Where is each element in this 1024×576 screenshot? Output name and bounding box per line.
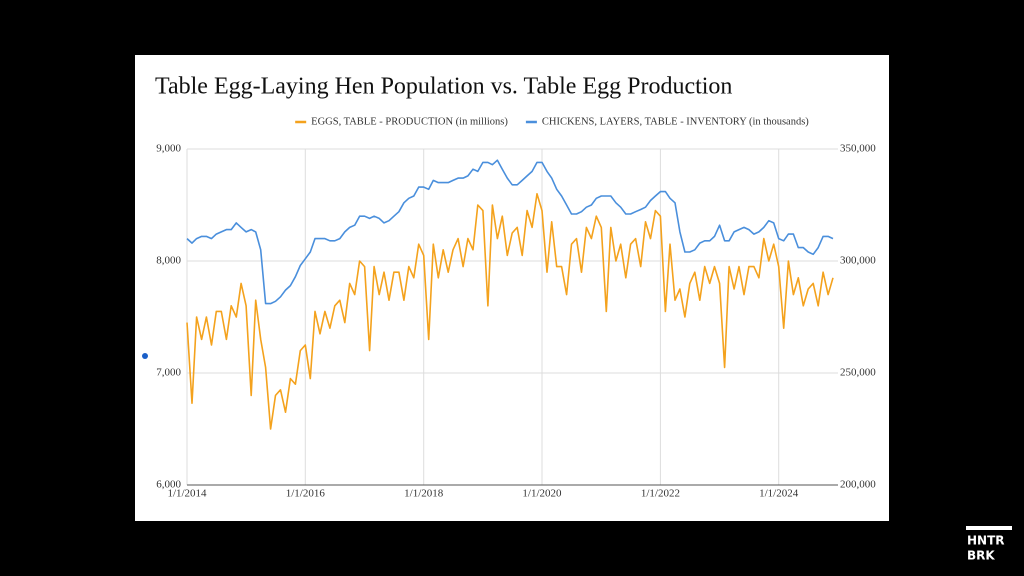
logo-text: HNTR (967, 534, 1005, 548)
logo-bar (966, 526, 1012, 530)
logo: HNTR BRK (966, 526, 1012, 563)
legend-label: EGGS, TABLE - PRODUCTION (in millions) (311, 116, 508, 127)
y2-tick-label: 200,000 (840, 479, 876, 491)
chart-panel (135, 55, 889, 521)
chart-title: Table Egg-Laying Hen Population vs. Tabl… (155, 74, 732, 100)
y2-tick-label: 300,000 (840, 255, 876, 267)
x-tick-label: 1/1/2020 (522, 488, 562, 500)
stray-dot (142, 353, 148, 359)
x-tick-label: 1/1/2022 (641, 488, 680, 500)
series-line (186, 159, 834, 305)
logo-text: BRK (967, 549, 995, 563)
x-tick-label: 1/1/2016 (286, 488, 326, 500)
x-tick-label: 1/1/2024 (759, 488, 799, 500)
x-tick-label: 1/1/2014 (167, 488, 207, 500)
x-tick-label: 1/1/2018 (404, 488, 444, 500)
y-tick-label: 6,000 (156, 479, 181, 491)
y2-tick-label: 350,000 (840, 143, 876, 155)
y-tick-label: 8,000 (156, 255, 181, 267)
series-line (186, 193, 834, 430)
y-tick-label: 9,000 (156, 143, 181, 155)
y-tick-label: 7,000 (156, 367, 181, 379)
legend-label: CHICKENS, LAYERS, TABLE - INVENTORY (in … (542, 116, 809, 127)
y2-tick-label: 250,000 (840, 367, 876, 379)
